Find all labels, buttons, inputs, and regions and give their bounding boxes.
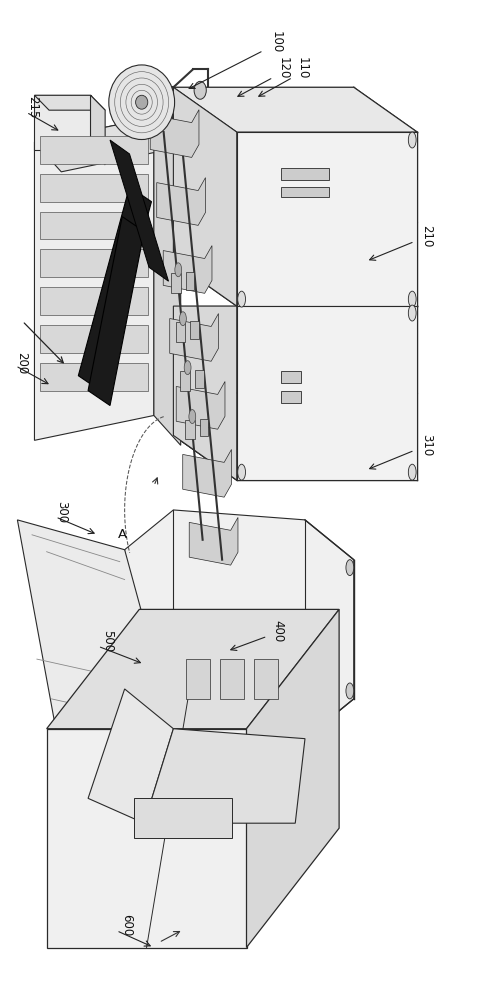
Bar xyxy=(254,659,278,699)
Bar xyxy=(40,249,148,277)
Polygon shape xyxy=(35,117,181,172)
Circle shape xyxy=(238,291,246,307)
Circle shape xyxy=(179,312,186,326)
Bar xyxy=(171,273,181,293)
Circle shape xyxy=(408,464,416,480)
Polygon shape xyxy=(157,178,206,225)
Polygon shape xyxy=(174,87,237,306)
Text: 310: 310 xyxy=(421,434,433,456)
Text: A: A xyxy=(118,528,127,541)
Polygon shape xyxy=(237,306,417,480)
Circle shape xyxy=(189,410,196,424)
Text: 200: 200 xyxy=(15,352,28,374)
Polygon shape xyxy=(174,306,237,480)
Polygon shape xyxy=(125,510,354,739)
Text: 500: 500 xyxy=(101,630,114,652)
Polygon shape xyxy=(154,117,181,445)
Circle shape xyxy=(346,683,354,699)
Ellipse shape xyxy=(194,81,206,99)
Circle shape xyxy=(408,132,416,148)
Polygon shape xyxy=(35,95,105,110)
Bar xyxy=(281,371,301,383)
Bar xyxy=(200,419,209,436)
Bar xyxy=(190,321,199,339)
Bar xyxy=(185,659,210,699)
Circle shape xyxy=(408,305,416,321)
Text: 300: 300 xyxy=(55,501,68,523)
Bar xyxy=(35,95,91,150)
Polygon shape xyxy=(91,95,105,165)
Polygon shape xyxy=(174,87,417,132)
Bar xyxy=(40,363,148,391)
Text: 600: 600 xyxy=(121,914,134,937)
Bar xyxy=(220,659,244,699)
Polygon shape xyxy=(47,729,247,948)
Bar xyxy=(281,168,329,180)
Polygon shape xyxy=(237,132,417,306)
Bar xyxy=(40,212,148,239)
Bar xyxy=(135,798,232,838)
Text: 215: 215 xyxy=(27,96,39,118)
Polygon shape xyxy=(189,517,238,565)
Bar xyxy=(176,322,185,342)
Polygon shape xyxy=(17,520,174,759)
Ellipse shape xyxy=(109,65,175,140)
Text: 210: 210 xyxy=(421,225,433,248)
Bar xyxy=(40,287,148,315)
Bar xyxy=(281,187,329,197)
Text: 400: 400 xyxy=(272,620,284,642)
Polygon shape xyxy=(110,140,169,281)
Bar xyxy=(40,136,148,164)
Bar xyxy=(195,370,204,388)
Bar xyxy=(40,174,148,202)
Text: 100: 100 xyxy=(269,31,282,54)
Ellipse shape xyxy=(136,95,148,109)
Polygon shape xyxy=(88,689,174,823)
Bar xyxy=(185,420,195,439)
Circle shape xyxy=(184,361,191,375)
Polygon shape xyxy=(176,381,225,429)
Polygon shape xyxy=(163,246,212,293)
Bar xyxy=(185,272,194,290)
Polygon shape xyxy=(78,187,151,391)
Polygon shape xyxy=(246,609,339,948)
Bar xyxy=(40,325,148,353)
Polygon shape xyxy=(144,729,305,823)
Polygon shape xyxy=(150,110,199,157)
Polygon shape xyxy=(170,314,218,361)
Circle shape xyxy=(175,263,181,277)
Polygon shape xyxy=(47,609,339,729)
Polygon shape xyxy=(35,117,154,440)
Text: 110: 110 xyxy=(296,57,309,80)
Bar xyxy=(281,391,301,403)
Circle shape xyxy=(408,291,416,307)
Bar xyxy=(180,371,190,391)
Text: 120: 120 xyxy=(277,57,289,80)
Circle shape xyxy=(238,464,246,480)
Polygon shape xyxy=(183,449,232,497)
Polygon shape xyxy=(88,217,144,406)
Circle shape xyxy=(346,560,354,576)
